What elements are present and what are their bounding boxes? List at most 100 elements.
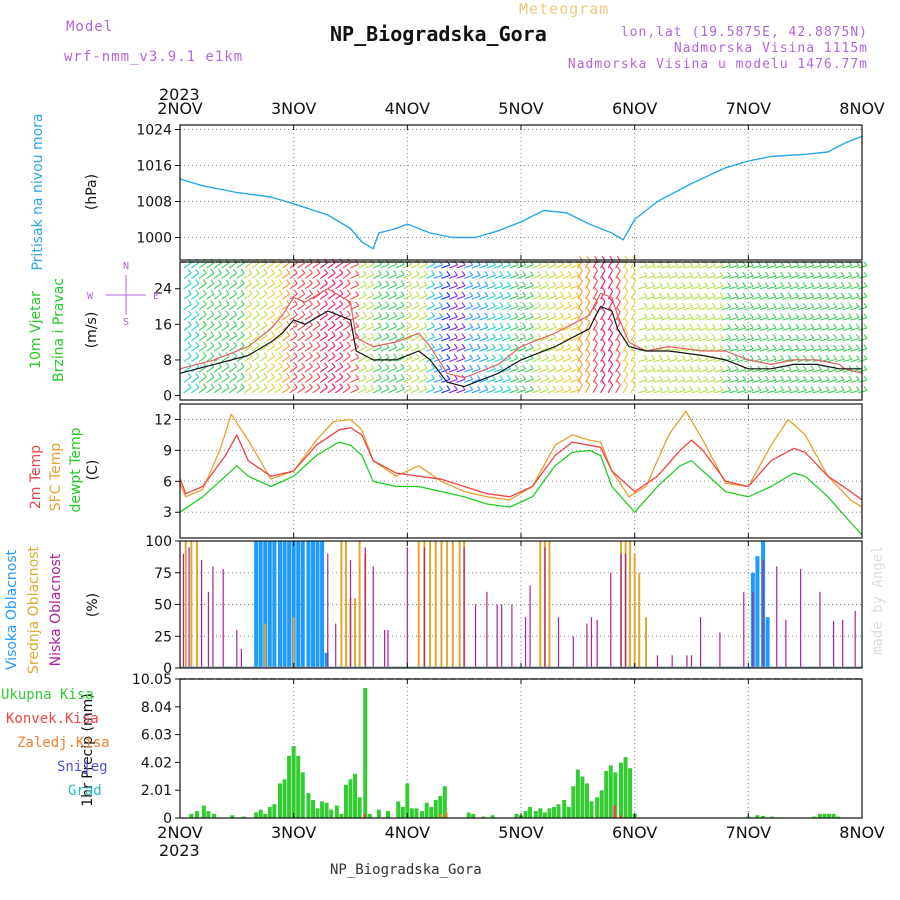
wind-barb-flag: [286, 331, 291, 336]
wind-barb: [554, 389, 564, 394]
wind-barb-flag: [727, 271, 731, 277]
wind-barb: [539, 295, 549, 300]
wind-barb: [698, 285, 708, 290]
wind-barb-flag: [552, 281, 557, 287]
wind-barb-flag: [316, 352, 321, 357]
wind-barb-flag: [370, 322, 375, 327]
precip-conv-bar: [619, 815, 622, 818]
wind-barb: [342, 355, 351, 363]
wind-barb-flag: [674, 282, 678, 287]
wind-barb-flag: [293, 300, 298, 305]
wind-barb: [577, 311, 583, 321]
wind-barb-flag: [544, 354, 549, 359]
wind-barb-flag: [772, 313, 777, 319]
wind-barb-flag: [727, 302, 731, 308]
wind-barb-flag: [454, 385, 458, 391]
wind-barb: [380, 284, 390, 290]
wind-barb-flag: [848, 386, 853, 391]
wind-barb: [547, 295, 557, 300]
wind-barb: [509, 389, 519, 394]
wind-barb: [789, 306, 799, 311]
wind-barb: [721, 369, 731, 373]
wind-barb: [501, 326, 511, 331]
wind-barb-flag: [346, 279, 351, 284]
wind-barb-flag: [810, 386, 815, 391]
wind-barb: [835, 296, 845, 300]
wind-barb: [630, 270, 636, 279]
wind-barb-flag: [711, 323, 716, 329]
wind-barb: [426, 294, 435, 300]
wind-barb-flag: [278, 289, 283, 295]
wind-barb-flag: [802, 302, 807, 308]
wind-barb: [198, 303, 207, 311]
wind-barb: [827, 285, 837, 290]
wind-barb-flag: [278, 320, 283, 326]
wind-barb: [691, 379, 701, 383]
wind-barb: [388, 388, 397, 394]
wind-barb-flag: [400, 384, 405, 390]
wind-barb-flag: [578, 287, 583, 292]
wind-barb: [622, 311, 629, 321]
wind-barb-flag: [377, 332, 382, 338]
wind-barb: [554, 264, 564, 269]
wind-barb-flag: [240, 268, 245, 274]
wind-barb-flag: [704, 344, 709, 350]
wind-barb-flag: [187, 289, 192, 295]
wind-barb: [736, 317, 746, 321]
wind-barb: [395, 305, 405, 311]
wind-barb: [850, 275, 860, 279]
wind-barb-flag: [263, 352, 268, 357]
wind-barb: [600, 322, 606, 331]
wind-barb-flag: [810, 365, 815, 371]
wind-barb: [554, 358, 564, 363]
wind-barb: [198, 345, 207, 352]
wind-barb-flag: [658, 386, 663, 391]
wind-barb-flag: [346, 310, 351, 316]
wind-barb: [683, 296, 693, 300]
wind-barb: [388, 367, 397, 373]
wind-barb: [448, 347, 458, 352]
wind-barb: [683, 285, 693, 290]
wind-barb: [342, 272, 351, 279]
wind-barb: [410, 274, 420, 279]
wind-barb: [721, 265, 731, 269]
wind-barb-flag: [544, 312, 549, 318]
wind-barb: [259, 262, 268, 269]
wind-barb-flag: [578, 266, 583, 271]
wind-barb: [335, 345, 344, 352]
wind-barb-flag: [248, 362, 253, 368]
wind-barb: [698, 265, 708, 269]
wind-barb: [842, 317, 852, 321]
wind-barb-flag: [666, 302, 671, 308]
cloud-high-bar: [300, 541, 305, 668]
wind-barb: [570, 264, 579, 269]
wind-barb: [562, 264, 572, 269]
wind-barb: [615, 301, 621, 310]
wind-barb: [236, 366, 245, 373]
wind-barb: [562, 316, 572, 321]
wind-barb-flag: [689, 313, 694, 319]
wind-barb-flag: [704, 282, 709, 287]
wind-barb-flag: [484, 302, 489, 307]
wind-barb-flag: [681, 313, 686, 319]
wind-barb: [441, 326, 451, 331]
wind-barb-flag: [522, 333, 527, 339]
wind-barb-flag: [631, 359, 636, 365]
wind-barb: [297, 293, 306, 300]
wind-barb-flag: [764, 292, 769, 298]
wind-barb-flag: [749, 375, 754, 381]
wind-barb: [683, 379, 693, 383]
wind-barb: [327, 355, 336, 363]
wind-barb-flag: [286, 352, 291, 357]
wind-barb: [615, 291, 621, 300]
wind-barb-flag: [263, 372, 268, 378]
wind-barb-flag: [491, 385, 496, 391]
wind-barb-flag: [423, 270, 428, 275]
wind-barb: [638, 306, 648, 311]
wind-barb: [373, 294, 382, 300]
wind-barb-flag: [651, 313, 656, 319]
wind-barb: [676, 369, 686, 373]
wind-barb: [592, 270, 598, 279]
wind-barb: [213, 387, 222, 394]
